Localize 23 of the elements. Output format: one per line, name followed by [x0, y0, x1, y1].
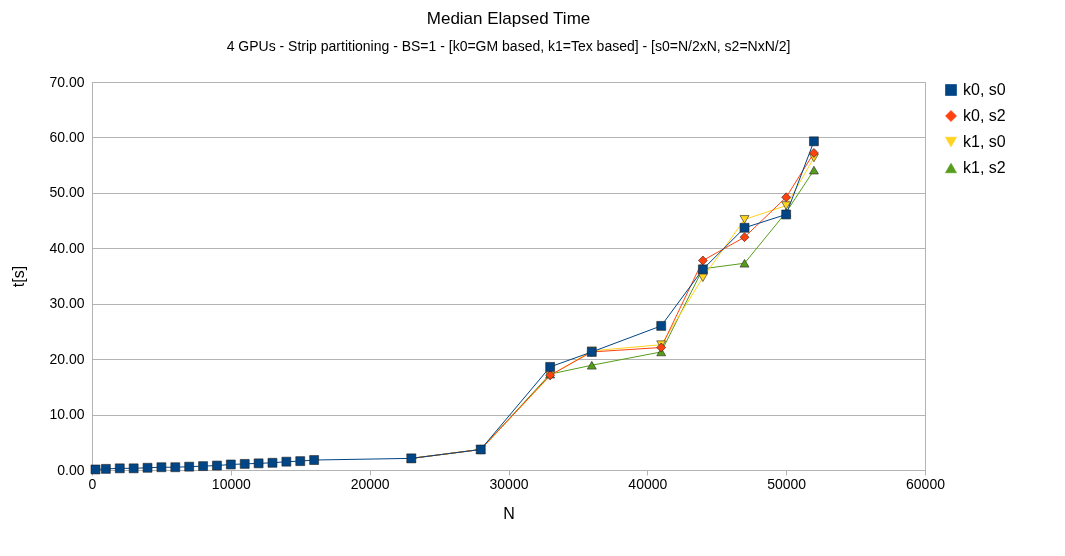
- legend-label: k0, s0: [963, 81, 1006, 98]
- chart-title: Median Elapsed Time: [426, 9, 591, 28]
- y-tick-label: 10.00: [49, 406, 85, 423]
- legend-label: k0, s2: [963, 107, 1006, 124]
- x-tick-label: 40000: [628, 475, 668, 492]
- y-tick-label: 40.00: [49, 239, 85, 256]
- x-tick-label: 30000: [489, 475, 529, 492]
- x-tick-label: 20000: [350, 475, 390, 492]
- legend-label: k1, s0: [963, 133, 1006, 150]
- y-axis-title: t[s]: [10, 265, 28, 288]
- y-tick-label: 50.00: [49, 184, 85, 201]
- x-axis-title: N: [503, 504, 515, 522]
- y-tick-label: 70.00: [49, 73, 85, 90]
- y-tick-label: 60.00: [49, 128, 85, 145]
- x-tick-label: 0: [88, 475, 97, 492]
- legend-label: k1, s2: [963, 159, 1006, 176]
- y-tick-label: 30.00: [49, 295, 85, 312]
- y-tick-label: 0.00: [57, 461, 85, 478]
- x-tick-label: 10000: [211, 475, 252, 492]
- x-tick-label: 60000: [906, 475, 946, 492]
- y-tick-label: 20.00: [49, 350, 85, 367]
- x-tick-label: 50000: [767, 475, 807, 492]
- chart-subtitle: 4 GPUs - Strip partitioning - BS=1 - [k0=GM based, k1=Tex based] - [s0=N/2xN, s2=NxN/2]: [226, 38, 791, 54]
